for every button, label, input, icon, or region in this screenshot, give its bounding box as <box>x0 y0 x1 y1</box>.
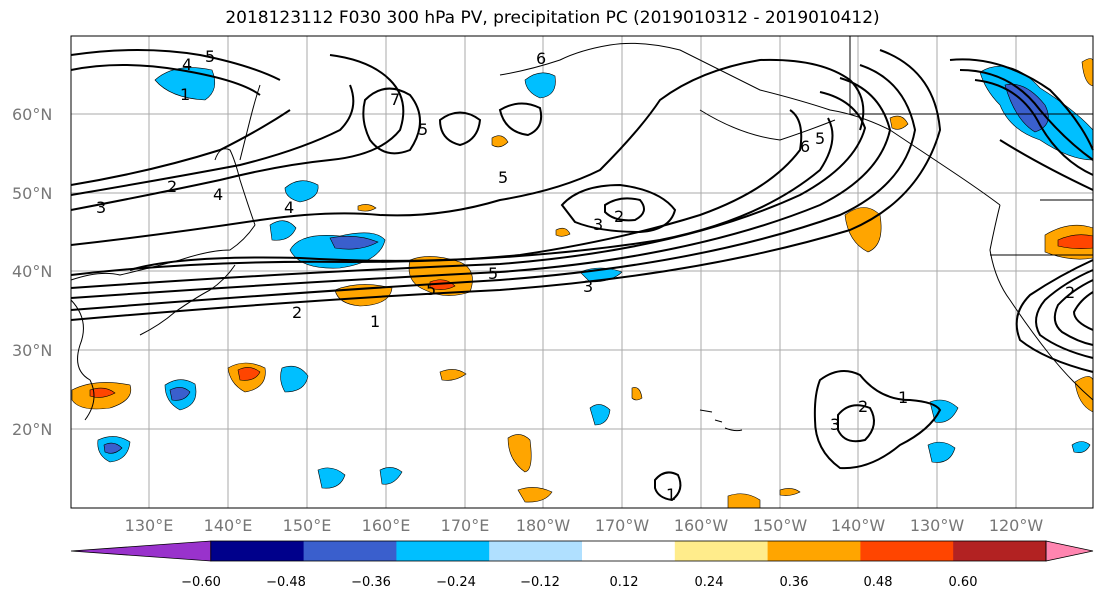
colorbar-segment <box>489 541 583 561</box>
colorbar-tick-label: −0.24 <box>436 575 476 590</box>
lat-label: 50°N <box>12 184 52 203</box>
colorbar-tick-label: −0.36 <box>351 575 391 590</box>
colorbar-segment <box>767 541 861 561</box>
contour-label: 5 <box>426 280 436 299</box>
contour-label: 5 <box>815 129 825 148</box>
colorbar-tick-label: −0.12 <box>520 575 560 590</box>
colorbar-segment <box>860 541 954 561</box>
lon-label: 170°W <box>595 516 650 535</box>
colorbar-segment <box>1045 540 1094 562</box>
contour-label: 5 <box>488 264 498 283</box>
contour-label: 1 <box>180 85 190 104</box>
chart-title: 2018123112 F030 300 hPa PV, precipitatio… <box>225 8 880 28</box>
coastlines <box>70 36 1094 432</box>
lat-label: 30°N <box>12 341 52 360</box>
lon-label: 160°E <box>362 516 411 535</box>
contour-label: 2 <box>167 177 177 196</box>
longitude-labels: 130°E 140°E 150°E 160°E 170°E 180°W 170°… <box>125 516 1044 535</box>
lon-label: 140°W <box>831 516 886 535</box>
contour-label: 2 <box>858 397 868 416</box>
lon-label: 150°W <box>753 516 808 535</box>
lon-label: 160°W <box>674 516 729 535</box>
colorbar-tick-label: −0.60 <box>181 575 221 590</box>
contour-label: 2 <box>292 303 302 322</box>
contour-label: 4 <box>213 185 223 204</box>
pv-contours <box>70 49 1094 502</box>
lat-label: 40°N <box>12 262 52 281</box>
contour-label: 4 <box>182 55 192 74</box>
contour-label: 1 <box>666 485 676 504</box>
contour-label: 3 <box>96 198 106 217</box>
contour-label: 1 <box>898 388 908 407</box>
lat-label: 20°N <box>12 420 52 439</box>
colorbar-segment <box>70 540 212 562</box>
colorbar-segment <box>396 541 490 561</box>
colorbar-tick-label: 0.48 <box>864 575 893 590</box>
lon-label: 120°W <box>989 516 1044 535</box>
lon-label: 130°E <box>125 516 174 535</box>
map-border <box>70 35 1094 509</box>
lon-label: 180°W <box>516 516 571 535</box>
contour-label: 5 <box>418 120 428 139</box>
contour-label: 3 <box>830 415 840 434</box>
lon-label: 170°E <box>441 516 490 535</box>
contour-label: 1 <box>370 312 380 331</box>
colorbar-tick-label: 0.12 <box>610 575 639 590</box>
colorbar-tick-labels: −0.60 −0.48 −0.36 −0.24 −0.12 0.12 0.24 … <box>181 575 977 590</box>
contour-label: 5 <box>205 47 215 66</box>
contour-label: 7 <box>390 90 400 109</box>
colorbar-segment <box>303 541 397 561</box>
contour-label: 2 <box>1065 283 1075 302</box>
contour-labels: 5 4 1 6 7 5 5 2 3 4 4 5 3 2 1 5 3 2 1 2 … <box>96 47 1075 504</box>
colorbar-segment <box>674 541 769 561</box>
contour-label: 3 <box>583 277 593 296</box>
lon-label: 140°E <box>204 516 253 535</box>
colorbar-outline <box>210 540 1047 562</box>
colorbar-tick-label: 0.60 <box>949 575 978 590</box>
contour-label: 6 <box>536 49 546 68</box>
colorbar-tick-label: 0.24 <box>695 575 724 590</box>
lon-label: 130°W <box>910 516 965 535</box>
contour-label: 6 <box>800 137 810 156</box>
lat-label: 60°N <box>12 105 52 124</box>
contour-label: 2 <box>614 207 624 226</box>
colorbar-segment <box>953 541 1047 561</box>
contour-label: 3 <box>593 215 603 234</box>
lon-label: 150°E <box>283 516 332 535</box>
colorbar-segment <box>582 541 676 561</box>
contour-label: 5 <box>498 168 508 187</box>
colorbar-segment <box>210 541 305 561</box>
colorbar-tick-label: 0.36 <box>780 575 809 590</box>
contour-label: 4 <box>284 198 294 217</box>
latitude-labels: 60°N 50°N 40°N 30°N 20°N <box>12 105 52 439</box>
colorbar-tick-label: −0.48 <box>266 575 306 590</box>
colorbar <box>70 540 1094 562</box>
